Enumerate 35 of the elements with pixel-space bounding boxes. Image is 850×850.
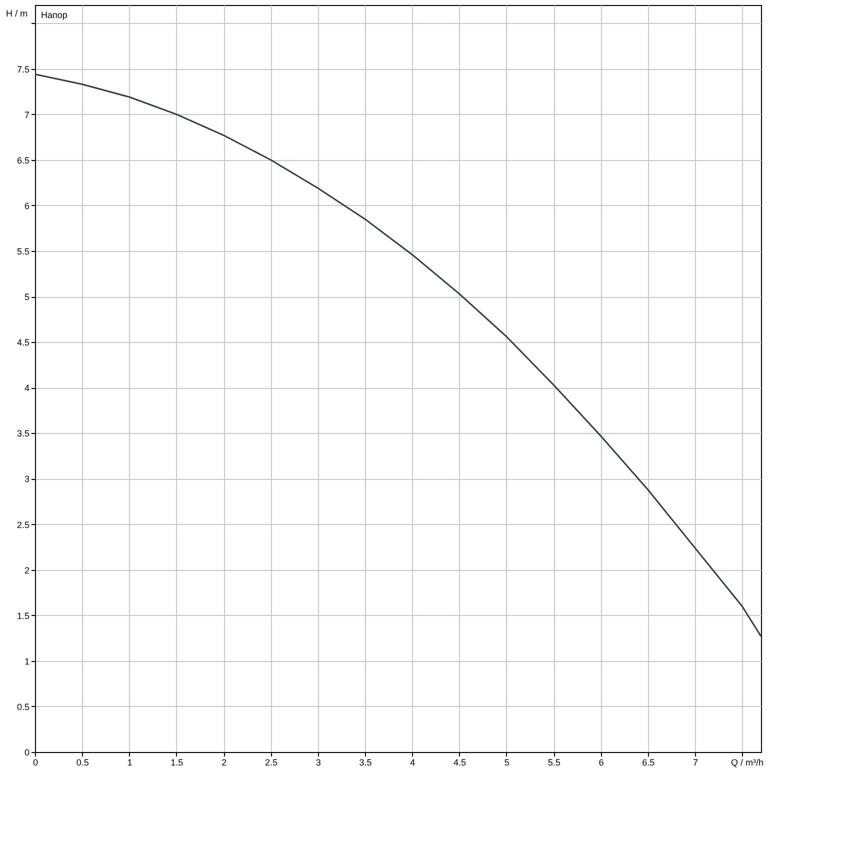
x-tick-label: 0 (32, 758, 38, 768)
y-tick-label: 5 (24, 292, 30, 302)
y-tick-label: 2.5 (16, 520, 30, 530)
x-tick-label: 5 (504, 758, 510, 768)
x-tick-label: 3 (316, 758, 321, 768)
y-tick-label: 3.5 (16, 428, 30, 439)
y-tick-label: 0 (24, 748, 30, 758)
y-tick-label: 0.5 (16, 702, 30, 712)
y-tick-label: 4.5 (16, 338, 30, 348)
x-tick-label: 0.5 (76, 758, 89, 768)
x-tick-label: 6 (598, 758, 604, 768)
y-tick-label: 4 (24, 383, 30, 394)
y-tick-label: 5.5 (16, 246, 30, 256)
x-tick-label: 7 (692, 758, 698, 768)
y-axis-title: H / m (6, 8, 28, 18)
y-tick-label: 6 (24, 200, 30, 211)
x-tick-label: 2.5 (264, 758, 278, 768)
x-tick-label: 1 (127, 758, 132, 768)
x-axis-title: Q / m³/h (730, 758, 764, 768)
x-tick-label: 4 (410, 758, 416, 768)
x-tick-label: 3.5 (359, 758, 372, 768)
x-tick-label: 5.5 (548, 758, 560, 768)
y-tick-label: 1.5 (16, 610, 30, 621)
y-tick-label: 6.5 (16, 155, 30, 166)
x-tick-label: 2 (222, 758, 227, 768)
x-tick-label: 4.5 (454, 758, 466, 768)
y-tick-label: 3 (24, 474, 30, 484)
y-tick-label: 7.5 (16, 64, 30, 74)
y-tick-label: 7 (24, 110, 30, 120)
annotation: Напор (41, 10, 68, 20)
y-tick-label: 1 (24, 656, 30, 666)
x-tick-label: 6.5 (642, 758, 655, 768)
line-series (34, 73, 762, 638)
y-tick-label: 2 (24, 565, 30, 576)
x-tick-label: 1.5 (170, 758, 184, 768)
